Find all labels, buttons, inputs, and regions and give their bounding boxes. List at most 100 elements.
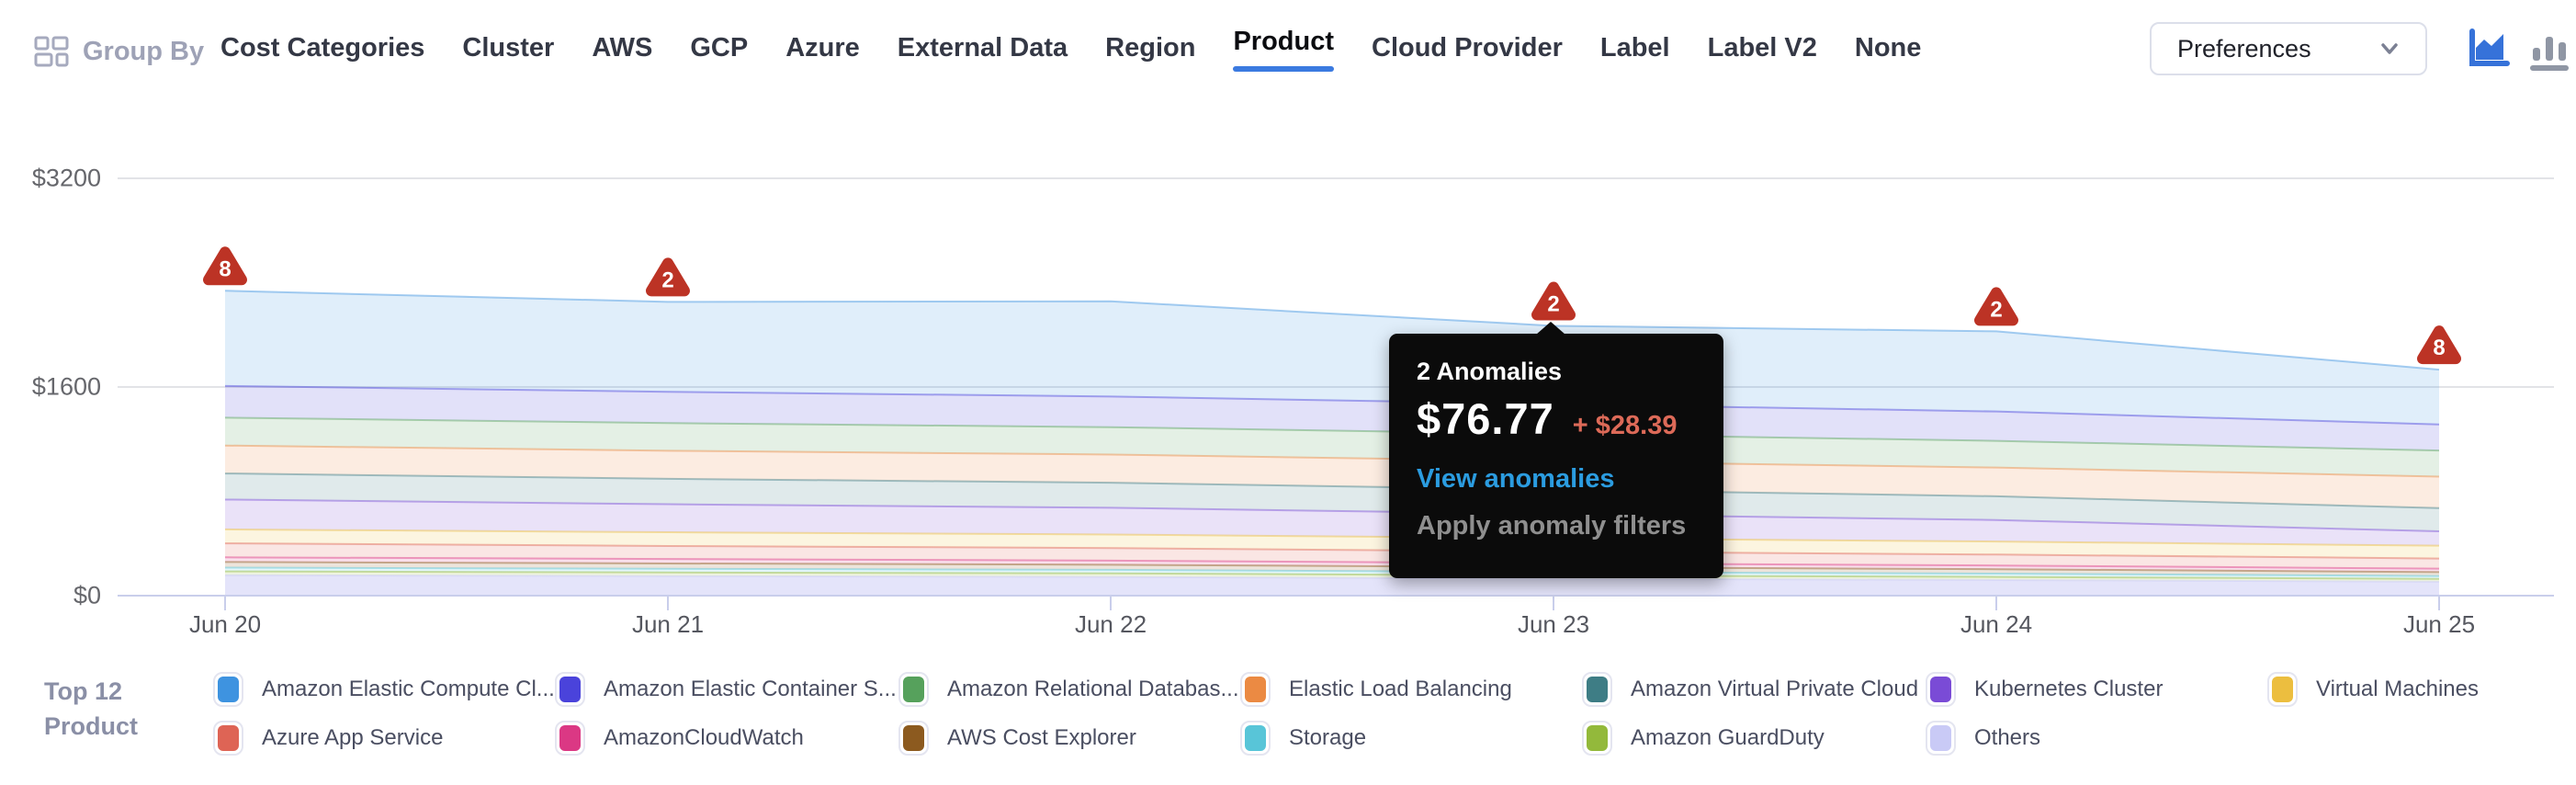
anomaly-badge-jun-25[interactable]: 8 [2417, 325, 2461, 365]
anomaly-badge-jun-20[interactable]: 8 [203, 246, 247, 286]
active-tab-underline [1233, 65, 1334, 72]
anomaly-badge-jun-21[interactable]: 2 [646, 257, 690, 297]
legend-item-azure-app-service[interactable]: Azure App Service [213, 718, 443, 758]
chart-type-toggle [2466, 26, 2572, 72]
legend-swatch [1926, 672, 1956, 707]
legend-label: Amazon Elastic Compute Cl... [262, 677, 555, 701]
area-series-line [224, 444, 2440, 478]
legend-swatch [898, 721, 929, 756]
legend-swatch [213, 672, 243, 707]
legend-item-amazon-guardduty[interactable]: Amazon GuardDuty [1582, 718, 1825, 758]
legend-label: Amazon Relational Databas... [947, 677, 1239, 701]
tab-azure[interactable]: Azure [785, 32, 860, 63]
tab-label-v2[interactable]: Label V2 [1707, 32, 1817, 63]
legend-item-aws-cost-explorer[interactable]: AWS Cost Explorer [898, 718, 1136, 758]
x-tick-label: Jun 25 [2402, 610, 2476, 638]
legend-label: Amazon GuardDuty [1631, 725, 1825, 750]
area-series [225, 571, 2439, 582]
area-series [225, 575, 2439, 596]
tab-external-data[interactable]: External Data [897, 32, 1068, 63]
y-tick-label: $0 [73, 581, 101, 609]
legend-label: Virtual Machines [2316, 677, 2479, 701]
legend-label: Storage [1289, 725, 1367, 750]
legend-swatch [1582, 721, 1612, 756]
tooltip-anomaly-count: 2 Anomalies [1417, 358, 1563, 385]
tab-label[interactable]: Label [1599, 32, 1670, 63]
tab-gcp[interactable]: GCP [690, 32, 749, 63]
x-tick-label: Jun 24 [1960, 610, 2033, 638]
legend-swatch [1926, 721, 1956, 756]
legend-item-others[interactable]: Others [1926, 718, 2040, 758]
anomaly-tooltip: 2 Anomalies $76.77 + $28.39 View anomali… [1389, 322, 1723, 578]
tab-cloud-provider[interactable]: Cloud Provider [1372, 32, 1563, 63]
legend-swatch [1582, 672, 1612, 707]
anomaly-badge-jun-23[interactable]: 2 [1531, 281, 1576, 321]
tab-aws[interactable]: AWS [592, 32, 653, 63]
legend-item-elastic-load-balancing[interactable]: Elastic Load Balancing [1240, 669, 1512, 710]
area-series-line [224, 290, 2440, 371]
legend-item-storage[interactable]: Storage [1240, 718, 1366, 758]
legend-swatch [213, 721, 243, 756]
area-series [225, 473, 2439, 532]
bar-chart-icon[interactable] [2526, 26, 2572, 72]
legend-item-kubernetes-cluster[interactable]: Kubernetes Cluster [1926, 669, 2163, 710]
anomaly-count: 2 [1990, 297, 2002, 322]
grid-icon [34, 36, 69, 67]
anomaly-triangle-icon [203, 246, 247, 286]
anomaly-triangle-icon [2417, 325, 2461, 365]
legend-item-amazon-relational-databas-[interactable]: Amazon Relational Databas... [898, 669, 1239, 710]
legend-item-amazoncloudwatch[interactable]: AmazonCloudWatch [555, 718, 804, 758]
anomaly-triangle-icon [1974, 287, 2018, 326]
area-series-line [224, 498, 2440, 533]
tooltip-cost-value: $76.77 [1417, 394, 1554, 443]
legend-label: AmazonCloudWatch [604, 725, 804, 750]
group-by-toolbar: Group By Cost Categories Cluster AWS GCP Azu… [0, 0, 2576, 96]
legend-label: Azure App Service [262, 725, 444, 750]
y-tick-label: $3200 [31, 164, 101, 192]
area-series-line [224, 472, 2440, 509]
tooltip-arrow [1536, 322, 1565, 335]
x-tick-label: Jun 21 [631, 610, 705, 638]
tab-cluster[interactable]: Cluster [462, 32, 555, 63]
area-series [225, 417, 2439, 477]
apply-anomaly-filters-link[interactable]: Apply anomaly filters [1417, 511, 1687, 540]
tab-none[interactable]: None [1854, 32, 1922, 63]
legend-title-line2: Product [44, 712, 139, 740]
tab-product[interactable]: Product [1233, 27, 1334, 72]
anomaly-count: 8 [219, 256, 231, 281]
group-by-label-wrap: Group By [33, 33, 204, 70]
anomaly-triangle-icon [1531, 281, 1576, 321]
anomaly-count: 2 [1547, 291, 1559, 316]
chevron-down-icon [2381, 43, 2398, 54]
area-series-line [224, 574, 2440, 583]
legend-swatch [2267, 672, 2298, 707]
area-series-line [224, 528, 2440, 547]
tab-cost-categories[interactable]: Cost Categories [220, 32, 425, 63]
area-series-line [224, 566, 2440, 577]
x-tick-label: Jun 20 [188, 610, 262, 638]
area-series [225, 445, 2439, 508]
area-series-line [224, 384, 2440, 426]
legend-item-amazon-virtual-private-cloud[interactable]: Amazon Virtual Private Cloud [1582, 669, 1918, 710]
legend-item-virtual-machines[interactable]: Virtual Machines [2267, 669, 2479, 710]
preferences-label: Preferences [2177, 34, 2311, 63]
anomaly-badge-jun-24[interactable]: 2 [1974, 287, 2018, 326]
legend-label: Kubernetes Cluster [1974, 677, 2164, 701]
view-anomalies-link[interactable]: View anomalies [1417, 464, 1615, 494]
legend-swatch [1240, 672, 1271, 707]
tab-region[interactable]: Region [1105, 32, 1196, 63]
tooltip-value-row: $76.77 + $28.39 [1417, 393, 1696, 444]
area-chart-icon[interactable] [2466, 26, 2512, 72]
area-series-line [224, 561, 2440, 574]
preferences-dropdown[interactable]: Preferences [2150, 22, 2427, 75]
legend-swatch [555, 721, 585, 756]
legend-title: Top 12 Product [44, 674, 138, 744]
area-series-line [224, 570, 2440, 580]
anomaly-count: 8 [2433, 336, 2445, 360]
area-series [225, 499, 2439, 546]
legend-item-amazon-elastic-compute-cl-[interactable]: Amazon Elastic Compute Cl... [213, 669, 555, 710]
area-series [225, 567, 2439, 579]
legend-item-amazon-elastic-container-s-[interactable]: Amazon Elastic Container S... [555, 669, 897, 710]
